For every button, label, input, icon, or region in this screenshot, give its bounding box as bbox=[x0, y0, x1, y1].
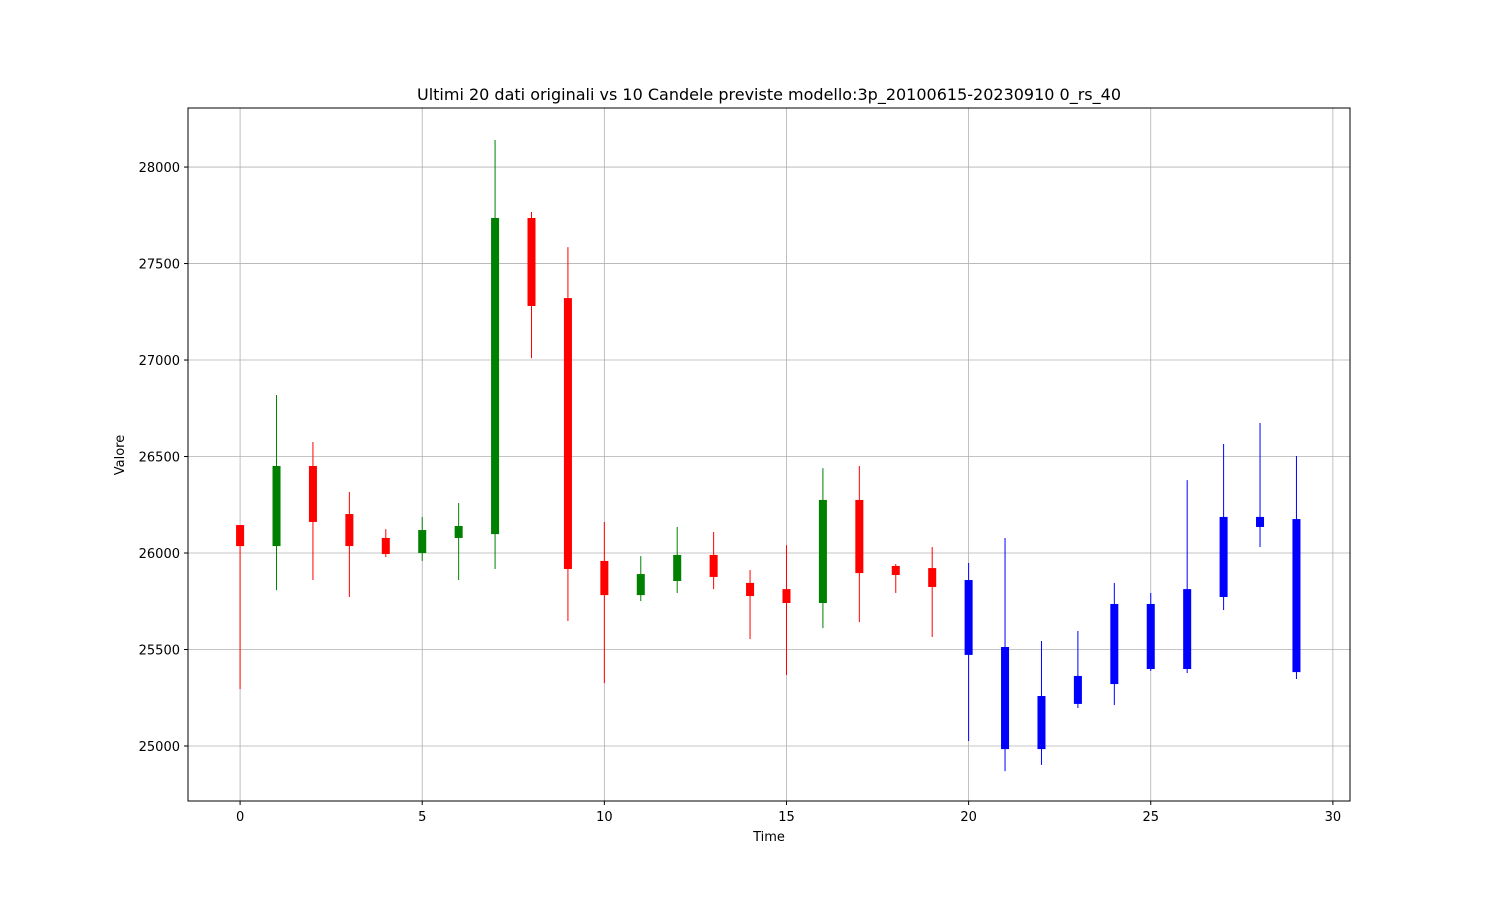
candle-body bbox=[636, 574, 645, 596]
candle-body bbox=[818, 499, 827, 603]
candle-body bbox=[855, 499, 864, 574]
candle-body bbox=[1219, 516, 1228, 598]
x-tick-label: 10 bbox=[596, 810, 613, 825]
candle-body bbox=[491, 218, 500, 535]
candle-body bbox=[272, 465, 281, 547]
candle-body bbox=[454, 526, 463, 538]
candle-body bbox=[345, 514, 354, 547]
candle-body bbox=[1256, 516, 1265, 527]
candle-body bbox=[236, 525, 245, 547]
candle-body bbox=[1073, 675, 1082, 704]
candle-body bbox=[928, 568, 937, 587]
plot-frame bbox=[187, 107, 1351, 802]
candle-body bbox=[381, 537, 390, 554]
candle-body bbox=[709, 554, 718, 577]
y-tick-label: 26500 bbox=[139, 451, 180, 466]
chart-title: Ultimi 20 dati originali vs 10 Candele p… bbox=[417, 85, 1121, 105]
x-tick-label: 0 bbox=[236, 810, 244, 825]
candle-body bbox=[1183, 589, 1192, 669]
candle-body bbox=[418, 530, 427, 554]
y-axis-label: Valore bbox=[113, 435, 128, 475]
candle-body bbox=[673, 554, 682, 581]
candle-body bbox=[527, 218, 536, 306]
candle-body bbox=[891, 565, 900, 576]
x-tick-label: 15 bbox=[778, 810, 795, 825]
candle-body bbox=[746, 582, 755, 597]
y-tick-label: 25000 bbox=[139, 740, 180, 755]
candle-body bbox=[308, 465, 317, 522]
candle-body bbox=[964, 580, 973, 655]
candle-body bbox=[1037, 696, 1046, 750]
x-tick-label: 25 bbox=[1142, 810, 1159, 825]
y-tick-label: 27000 bbox=[139, 354, 180, 369]
y-tick-label: 25500 bbox=[139, 644, 180, 659]
candle-body bbox=[1001, 647, 1010, 750]
y-tick-label: 26000 bbox=[139, 547, 180, 562]
candle-body bbox=[1110, 603, 1119, 685]
x-axis-label: Time bbox=[752, 830, 785, 845]
x-tick-label: 20 bbox=[960, 810, 977, 825]
x-tick-label: 30 bbox=[1325, 810, 1342, 825]
x-tick-label: 5 bbox=[418, 810, 426, 825]
candle-body bbox=[782, 589, 791, 603]
candle-body bbox=[1292, 519, 1301, 673]
candle-body bbox=[563, 298, 572, 570]
y-tick-label: 28000 bbox=[139, 161, 180, 176]
candle-body bbox=[1146, 603, 1155, 669]
candle-body bbox=[600, 560, 609, 596]
y-tick-label: 27500 bbox=[139, 258, 180, 273]
